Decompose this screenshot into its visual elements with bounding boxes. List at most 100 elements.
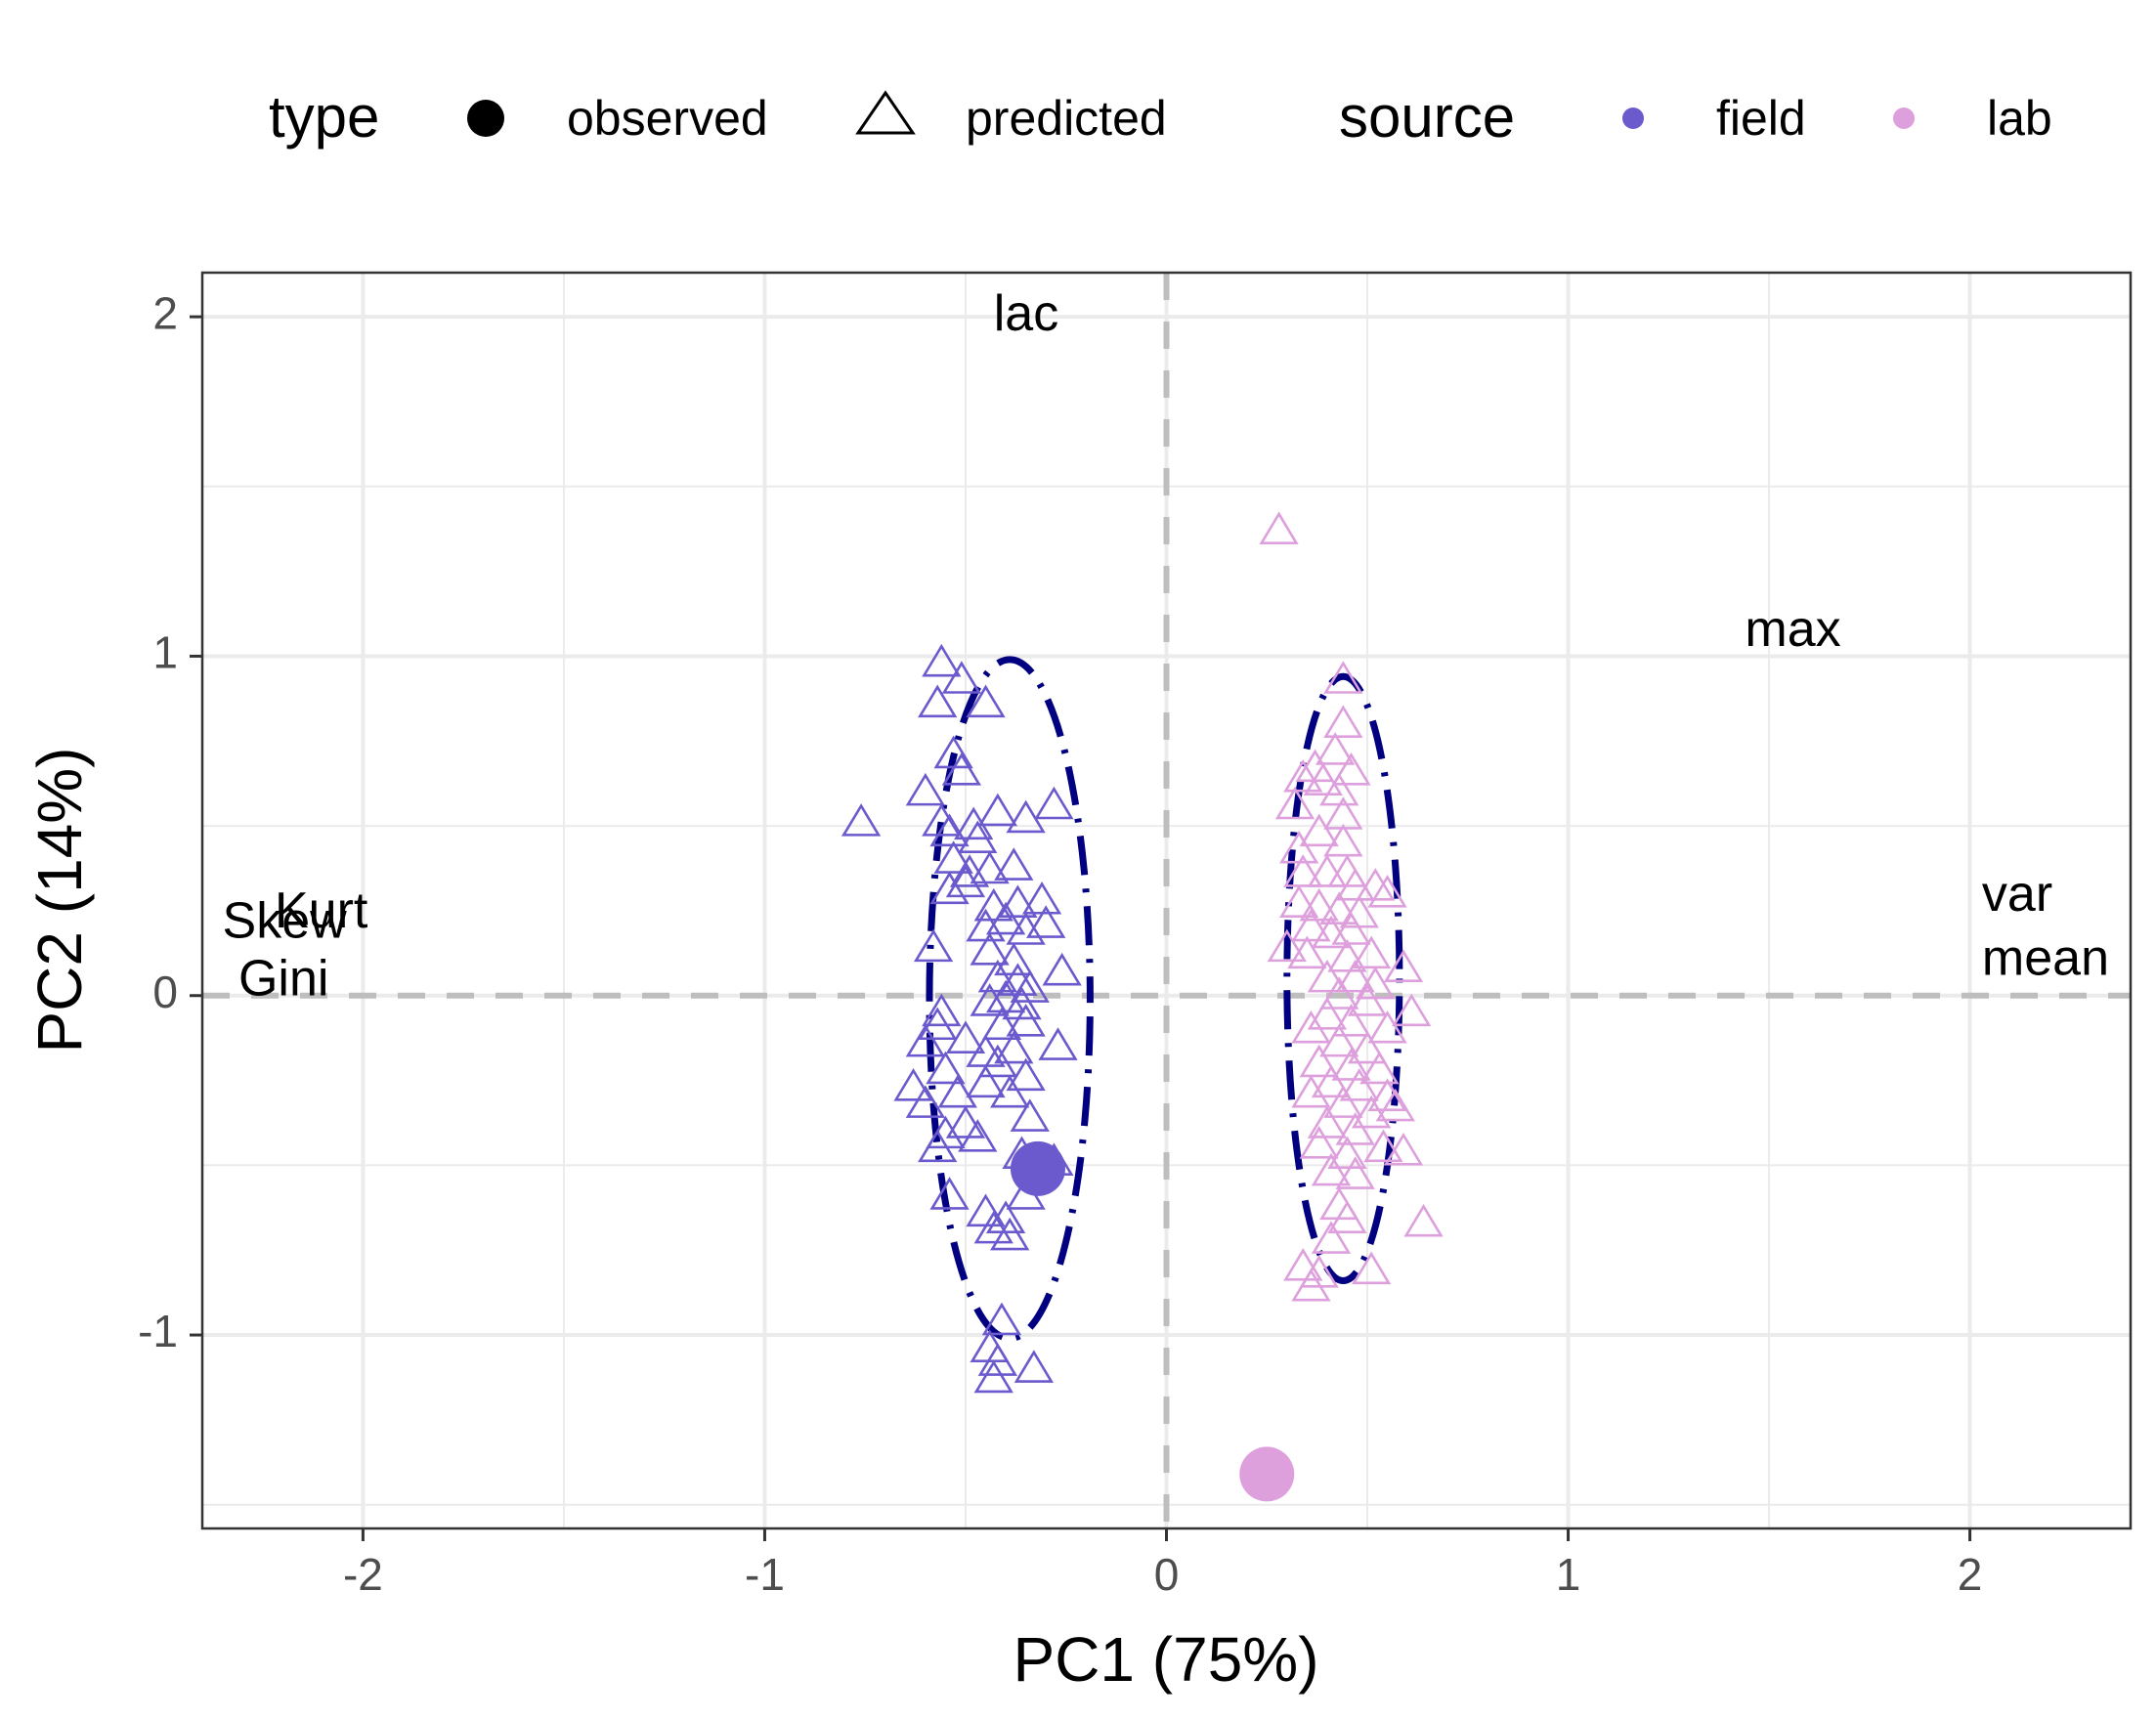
predicted-point-lab [1307, 1105, 1348, 1139]
predicted-point-field [977, 793, 1018, 827]
predicted-point-field [973, 1359, 1013, 1394]
predicted-point-field [905, 1023, 946, 1057]
predicted-point-lab [1367, 1010, 1407, 1044]
predicted-point-field [970, 850, 1010, 884]
predicted-point-field [933, 840, 973, 874]
loading-label-lac: lac [994, 285, 1058, 342]
ellipses [926, 656, 1403, 1343]
x-tick-label: -2 [343, 1549, 383, 1600]
predicted-point-lab [1347, 1030, 1388, 1064]
legend-field-dot-icon [1622, 108, 1644, 129]
predicted-point-lab [1351, 1095, 1392, 1129]
predicted-point-field [922, 643, 962, 677]
predicted-point-lab [1327, 1136, 1367, 1170]
predicted-point-field [985, 901, 1026, 935]
predicted-point-field [922, 803, 962, 837]
predicted-point-lab [1323, 705, 1363, 738]
y-axis: -1 0 1 2 [138, 287, 202, 1356]
x-tick-label: 2 [1958, 1549, 1983, 1600]
predicted-point-lab [1291, 1010, 1331, 1044]
predicted-point-lab [1323, 823, 1363, 857]
predicted-point-lab [1274, 786, 1315, 820]
predicted-point-field [958, 820, 998, 854]
predicted-point-field [929, 1177, 970, 1210]
legend-lab-dot-icon [1893, 108, 1915, 129]
legend-observed-label: observed [567, 91, 768, 146]
predicted-point-lab [1335, 1156, 1375, 1189]
predicted-point-field [941, 661, 982, 694]
predicted-point-lab [1403, 1203, 1444, 1237]
legend-observed-circle-icon [467, 100, 504, 137]
loading-label-skew: Skew [223, 893, 348, 950]
observed-point-field [1010, 1140, 1065, 1196]
predicted-point-field [937, 1074, 977, 1108]
predicted-point-field [913, 928, 954, 963]
predicted-point-lab [1319, 1023, 1359, 1057]
predicted-point-field [1002, 986, 1042, 1020]
predicted-point-field [1006, 1057, 1046, 1092]
predicted-point-field [941, 752, 982, 786]
observed-point-lab [1239, 1446, 1295, 1502]
predicted-point-field [977, 1044, 1018, 1078]
legend-lab-label: lab [1987, 91, 2052, 146]
predicted-point-lab [1299, 887, 1339, 922]
loading-label-mean: mean [1982, 930, 2109, 987]
predicted-point-field [973, 887, 1013, 922]
predicted-point-field [970, 932, 1010, 966]
predicted-point-lab [1359, 1051, 1400, 1085]
predicted-point-lab [1311, 1221, 1352, 1254]
loading-label-gini: Gini [238, 951, 328, 1008]
predicted-point-field [977, 959, 1018, 993]
loading-label-max: max [1745, 601, 1840, 658]
legend-source-title: source [1339, 84, 1515, 150]
predicted-point-lab [1283, 854, 1323, 887]
predicted-point-field [905, 772, 946, 806]
predicted-point-field [926, 1051, 966, 1085]
predicted-point-lab [1351, 1251, 1392, 1285]
predicted-point-field [1026, 905, 1066, 938]
y-tick-label: 1 [152, 627, 178, 678]
y-tick-label: -1 [138, 1306, 178, 1356]
loading-label-kurt: Kurt [275, 882, 368, 939]
predicted-point-field [905, 1085, 946, 1118]
predicted-point-field [973, 1210, 1013, 1244]
predicted-point-lab [1375, 1088, 1415, 1122]
predicted-point-lab [1331, 752, 1371, 786]
predicted-point-field [1006, 799, 1046, 834]
predicted-point-field [981, 1007, 1022, 1041]
legend-type-title: type [269, 84, 379, 150]
predicted-point-field [929, 871, 970, 905]
predicted-point-field [929, 813, 970, 847]
predicted-point-lab [1291, 1074, 1331, 1108]
legend-predicted-label: predicted [966, 91, 1167, 146]
legend: type observed predicted source field lab [269, 84, 2052, 150]
legend-predicted-triangle-icon [855, 90, 916, 135]
predicted-point-field [990, 1074, 1030, 1108]
predicted-point-lab [1383, 949, 1424, 983]
predicted-point-lab [1303, 762, 1343, 796]
predicted-point-field [1006, 1004, 1046, 1037]
predicted-point-lab [1278, 884, 1319, 919]
predicted-point-lab [1319, 891, 1359, 924]
predicted-point-field [1038, 1027, 1078, 1060]
predicted-point-lab [1323, 1085, 1363, 1118]
predicted-point-lab [1392, 993, 1432, 1027]
predicted-point-lab [1363, 1129, 1403, 1163]
predicted-point-lab [1367, 875, 1407, 908]
y-axis-title: PC2 (14%) [24, 748, 95, 1054]
predicted-point-field [994, 847, 1034, 881]
x-tick-label: 0 [1154, 1549, 1180, 1600]
predicted-point-lab [1311, 1152, 1352, 1186]
predicted-point-lab [1315, 732, 1356, 765]
predicted-point-lab [1327, 1200, 1367, 1234]
predicted-point-field [922, 993, 962, 1027]
predicted-point-field [918, 1007, 958, 1041]
predicted-point-lab [1299, 813, 1339, 847]
x-axis: -2 -1 0 1 2 [343, 1528, 1982, 1600]
predicted-point-field [990, 1217, 1030, 1251]
predicted-point-field [981, 1302, 1022, 1336]
legend-field-label: field [1716, 91, 1806, 146]
predicted-point-lab [1299, 1044, 1339, 1078]
